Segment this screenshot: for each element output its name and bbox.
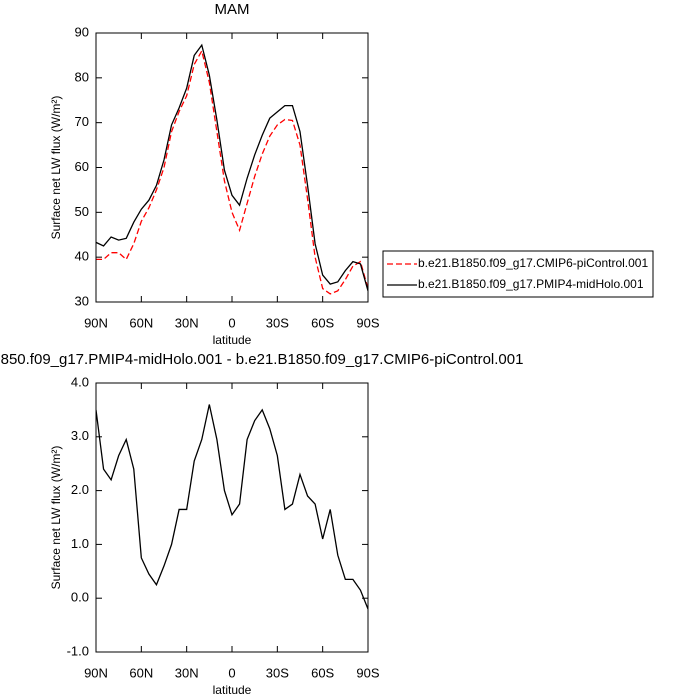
x-tick-label: 90N xyxy=(84,315,108,330)
y-tick-label: -1.0 xyxy=(67,643,89,658)
x-tick-label: 90S xyxy=(356,665,379,680)
x-tick-label: 60S xyxy=(311,315,334,330)
x-axis-label: latitude xyxy=(213,333,252,347)
x-tick-label: 30N xyxy=(175,665,199,680)
x-axis-label: latitude xyxy=(213,683,252,697)
data-line xyxy=(96,43,368,291)
x-tick-label: 60S xyxy=(311,665,334,680)
x-tick-label: 30S xyxy=(266,665,289,680)
x-tick-label: 60N xyxy=(129,665,153,680)
y-tick-label: 1.0 xyxy=(71,536,89,551)
x-tick-label: 30N xyxy=(175,315,199,330)
y-tick-label: 50 xyxy=(75,204,89,219)
x-tick-label: 90S xyxy=(356,315,379,330)
y-tick-label: 0.0 xyxy=(71,590,89,605)
y-tick-label: 30 xyxy=(75,293,89,308)
y-tick-label: 60 xyxy=(75,159,89,174)
y-tick-label: 90 xyxy=(75,24,89,39)
y-tick-label: 3.0 xyxy=(71,428,89,443)
data-line xyxy=(96,404,368,610)
data-line xyxy=(96,49,368,295)
y-tick-label: 2.0 xyxy=(71,482,89,497)
x-tick-label: 0 xyxy=(228,665,235,680)
y-tick-label: 40 xyxy=(75,249,89,264)
legend-label: b.e21.B1850.f09_g17.PMIP4-midHolo.001 xyxy=(418,277,644,291)
x-tick-label: 30S xyxy=(266,315,289,330)
legend-label: b.e21.B1850.f09_g17.CMIP6-piControl.001 xyxy=(418,256,648,270)
x-tick-label: 60N xyxy=(129,315,153,330)
plot-frame xyxy=(95,32,369,303)
y-axis-label: Surface net LW flux (W/m²) xyxy=(49,446,63,590)
y-tick-label: 4.0 xyxy=(71,374,89,389)
x-tick-label: 0 xyxy=(228,315,235,330)
chart-title: b.e21.B1850.f09_g17.PMIP4-midHolo.001 - … xyxy=(0,351,523,368)
legend-box xyxy=(382,250,654,298)
x-tick-label: 90N xyxy=(84,665,108,680)
y-tick-label: 80 xyxy=(75,69,89,84)
y-tick-label: 70 xyxy=(75,114,89,129)
chart-title: MAM xyxy=(215,1,250,18)
y-axis-label: Surface net LW flux (W/m²) xyxy=(49,96,63,240)
plot-frame xyxy=(95,382,369,653)
